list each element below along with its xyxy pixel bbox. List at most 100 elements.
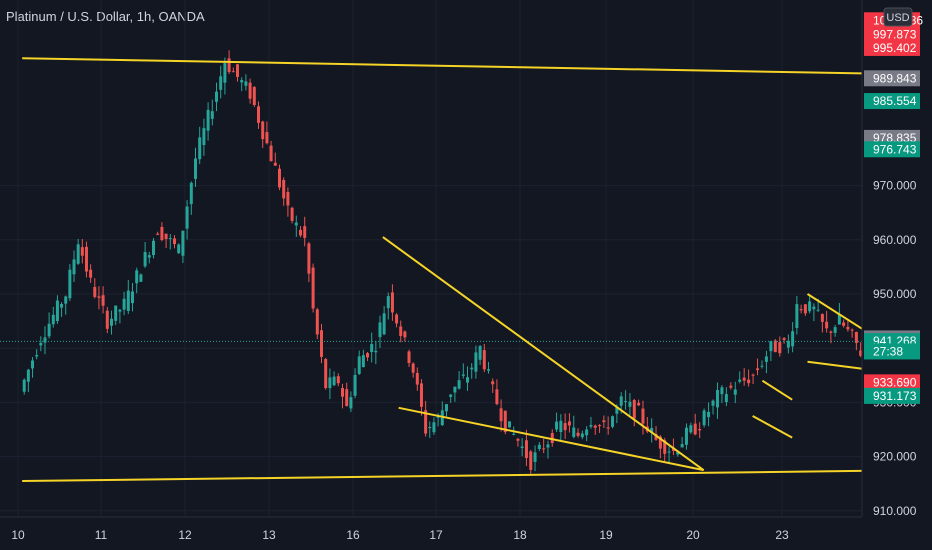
candle-body[interactable] bbox=[720, 387, 724, 395]
candle-body[interactable] bbox=[278, 168, 281, 188]
candle-body[interactable] bbox=[64, 296, 68, 304]
candle-body[interactable] bbox=[478, 346, 482, 360]
candle-body[interactable] bbox=[778, 342, 782, 354]
candle-body[interactable] bbox=[563, 423, 567, 431]
candle-body[interactable] bbox=[702, 410, 706, 426]
candle-body[interactable] bbox=[328, 377, 332, 389]
candle-body[interactable] bbox=[637, 402, 641, 406]
candle-body[interactable] bbox=[269, 145, 273, 162]
candle-body[interactable] bbox=[791, 331, 795, 347]
candle-body[interactable] bbox=[84, 246, 88, 272]
candle-body[interactable] bbox=[403, 331, 407, 338]
trendline[interactable] bbox=[752, 415, 793, 439]
candle-body[interactable] bbox=[764, 356, 768, 362]
candle-body[interactable] bbox=[118, 309, 122, 312]
candle-body[interactable] bbox=[482, 350, 486, 370]
candle-body[interactable] bbox=[499, 408, 503, 422]
candle-body[interactable] bbox=[550, 433, 554, 444]
candle-body[interactable] bbox=[236, 64, 239, 77]
candle-body[interactable] bbox=[160, 226, 164, 241]
candle-body[interactable] bbox=[349, 397, 353, 409]
candle-body[interactable] bbox=[684, 427, 688, 445]
candle-body[interactable] bbox=[733, 389, 737, 395]
candle-body[interactable] bbox=[399, 326, 403, 336]
candle-body[interactable] bbox=[131, 291, 134, 304]
candle-body[interactable] bbox=[31, 360, 35, 369]
candle-body[interactable] bbox=[89, 269, 93, 278]
candle-body[interactable] bbox=[143, 252, 147, 267]
trendline[interactable] bbox=[22, 465, 932, 482]
candle-body[interactable] bbox=[715, 389, 719, 408]
candle-body[interactable] bbox=[227, 58, 231, 72]
candle-body[interactable] bbox=[223, 63, 227, 83]
candle-body[interactable] bbox=[680, 444, 684, 448]
candle-body[interactable] bbox=[424, 410, 428, 434]
candle-body[interactable] bbox=[663, 440, 667, 454]
candle-body[interactable] bbox=[533, 452, 537, 462]
candle-body[interactable] bbox=[231, 71, 235, 73]
candle-body[interactable] bbox=[240, 80, 244, 83]
candle-body[interactable] bbox=[122, 298, 126, 310]
candle-body[interactable] bbox=[311, 267, 315, 309]
candle-body[interactable] bbox=[244, 81, 248, 86]
candle-body[interactable] bbox=[833, 327, 837, 333]
candle-body[interactable] bbox=[724, 394, 728, 402]
candle-body[interactable] bbox=[546, 444, 550, 448]
candle-body[interactable] bbox=[97, 296, 101, 298]
candle-body[interactable] bbox=[773, 340, 777, 353]
candle-body[interactable] bbox=[769, 341, 773, 352]
candle-body[interactable] bbox=[632, 400, 636, 419]
candle-body[interactable] bbox=[299, 229, 302, 236]
candle-body[interactable] bbox=[80, 247, 84, 256]
candle-body[interactable] bbox=[324, 359, 328, 389]
candle-body[interactable] bbox=[825, 321, 829, 329]
candle-body[interactable] bbox=[332, 376, 336, 386]
trendline[interactable] bbox=[761, 379, 793, 401]
candle-body[interactable] bbox=[503, 410, 507, 433]
candle-body[interactable] bbox=[466, 377, 469, 383]
candle-body[interactable] bbox=[315, 309, 319, 335]
candle-body[interactable] bbox=[676, 451, 680, 455]
candle-body[interactable] bbox=[361, 355, 365, 368]
candle-body[interactable] bbox=[786, 340, 790, 348]
trendline[interactable] bbox=[807, 360, 872, 371]
candle-body[interactable] bbox=[445, 404, 448, 412]
candle-body[interactable] bbox=[185, 206, 189, 229]
candle-body[interactable] bbox=[567, 421, 571, 426]
candle-body[interactable] bbox=[707, 411, 711, 418]
candle-body[interactable] bbox=[135, 270, 139, 284]
candle-body[interactable] bbox=[290, 207, 294, 221]
candle-body[interactable] bbox=[177, 244, 181, 254]
candle-body[interactable] bbox=[760, 365, 764, 367]
candle-body[interactable] bbox=[747, 379, 751, 384]
candle-body[interactable] bbox=[282, 180, 286, 199]
candle-body[interactable] bbox=[60, 303, 64, 308]
candle-body[interactable] bbox=[370, 344, 374, 353]
candle-body[interactable] bbox=[711, 400, 715, 406]
candle-body[interactable] bbox=[654, 434, 658, 440]
candle-body[interactable] bbox=[842, 322, 846, 326]
candle-body[interactable] bbox=[320, 330, 323, 357]
candle-body[interactable] bbox=[407, 351, 411, 364]
candle-body[interactable] bbox=[628, 401, 632, 407]
trendline[interactable] bbox=[22, 57, 932, 82]
candle-body[interactable] bbox=[68, 269, 72, 299]
candle-body[interactable] bbox=[846, 326, 850, 330]
candle-body[interactable] bbox=[101, 295, 105, 306]
candle-body[interactable] bbox=[453, 386, 457, 393]
candle-body[interactable] bbox=[520, 446, 524, 448]
candle-body[interactable] bbox=[457, 380, 461, 389]
candle-body[interactable] bbox=[202, 128, 206, 145]
candle-body[interactable] bbox=[624, 401, 628, 403]
candle-body[interactable] bbox=[415, 372, 419, 385]
candle-body[interactable] bbox=[126, 290, 130, 311]
candle-body[interactable] bbox=[580, 433, 584, 438]
candle-body[interactable] bbox=[93, 286, 97, 297]
candle-body[interactable] bbox=[22, 379, 26, 392]
candle-body[interactable] bbox=[693, 423, 697, 435]
candle-body[interactable] bbox=[854, 331, 858, 343]
candle-body[interactable] bbox=[395, 314, 399, 324]
candle-body[interactable] bbox=[378, 322, 382, 338]
candle-body[interactable] bbox=[382, 313, 386, 335]
